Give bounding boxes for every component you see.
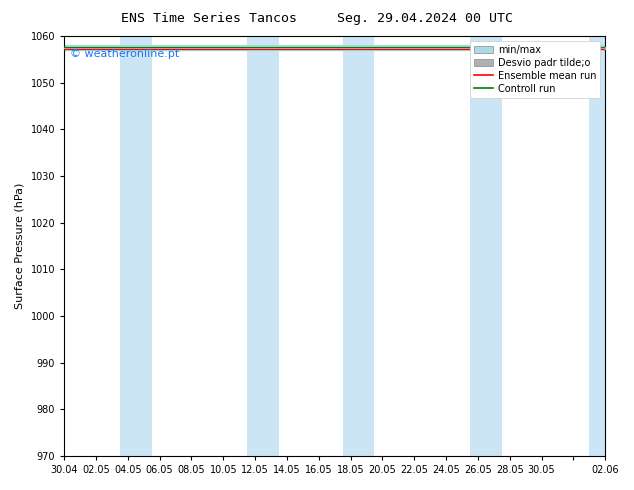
Legend: min/max, Desvio padr tilde;o, Ensemble mean run, Controll run: min/max, Desvio padr tilde;o, Ensemble m… — [470, 41, 600, 98]
Bar — [247, 36, 279, 456]
Bar — [120, 36, 152, 456]
Bar — [342, 36, 375, 456]
Text: ENS Time Series Tancos     Seg. 29.04.2024 00 UTC: ENS Time Series Tancos Seg. 29.04.2024 0… — [121, 12, 513, 25]
Y-axis label: Surface Pressure (hPa): Surface Pressure (hPa) — [15, 183, 25, 309]
Text: © weatheronline.pt: © weatheronline.pt — [70, 49, 179, 59]
Bar — [470, 36, 501, 456]
Bar — [589, 36, 621, 456]
